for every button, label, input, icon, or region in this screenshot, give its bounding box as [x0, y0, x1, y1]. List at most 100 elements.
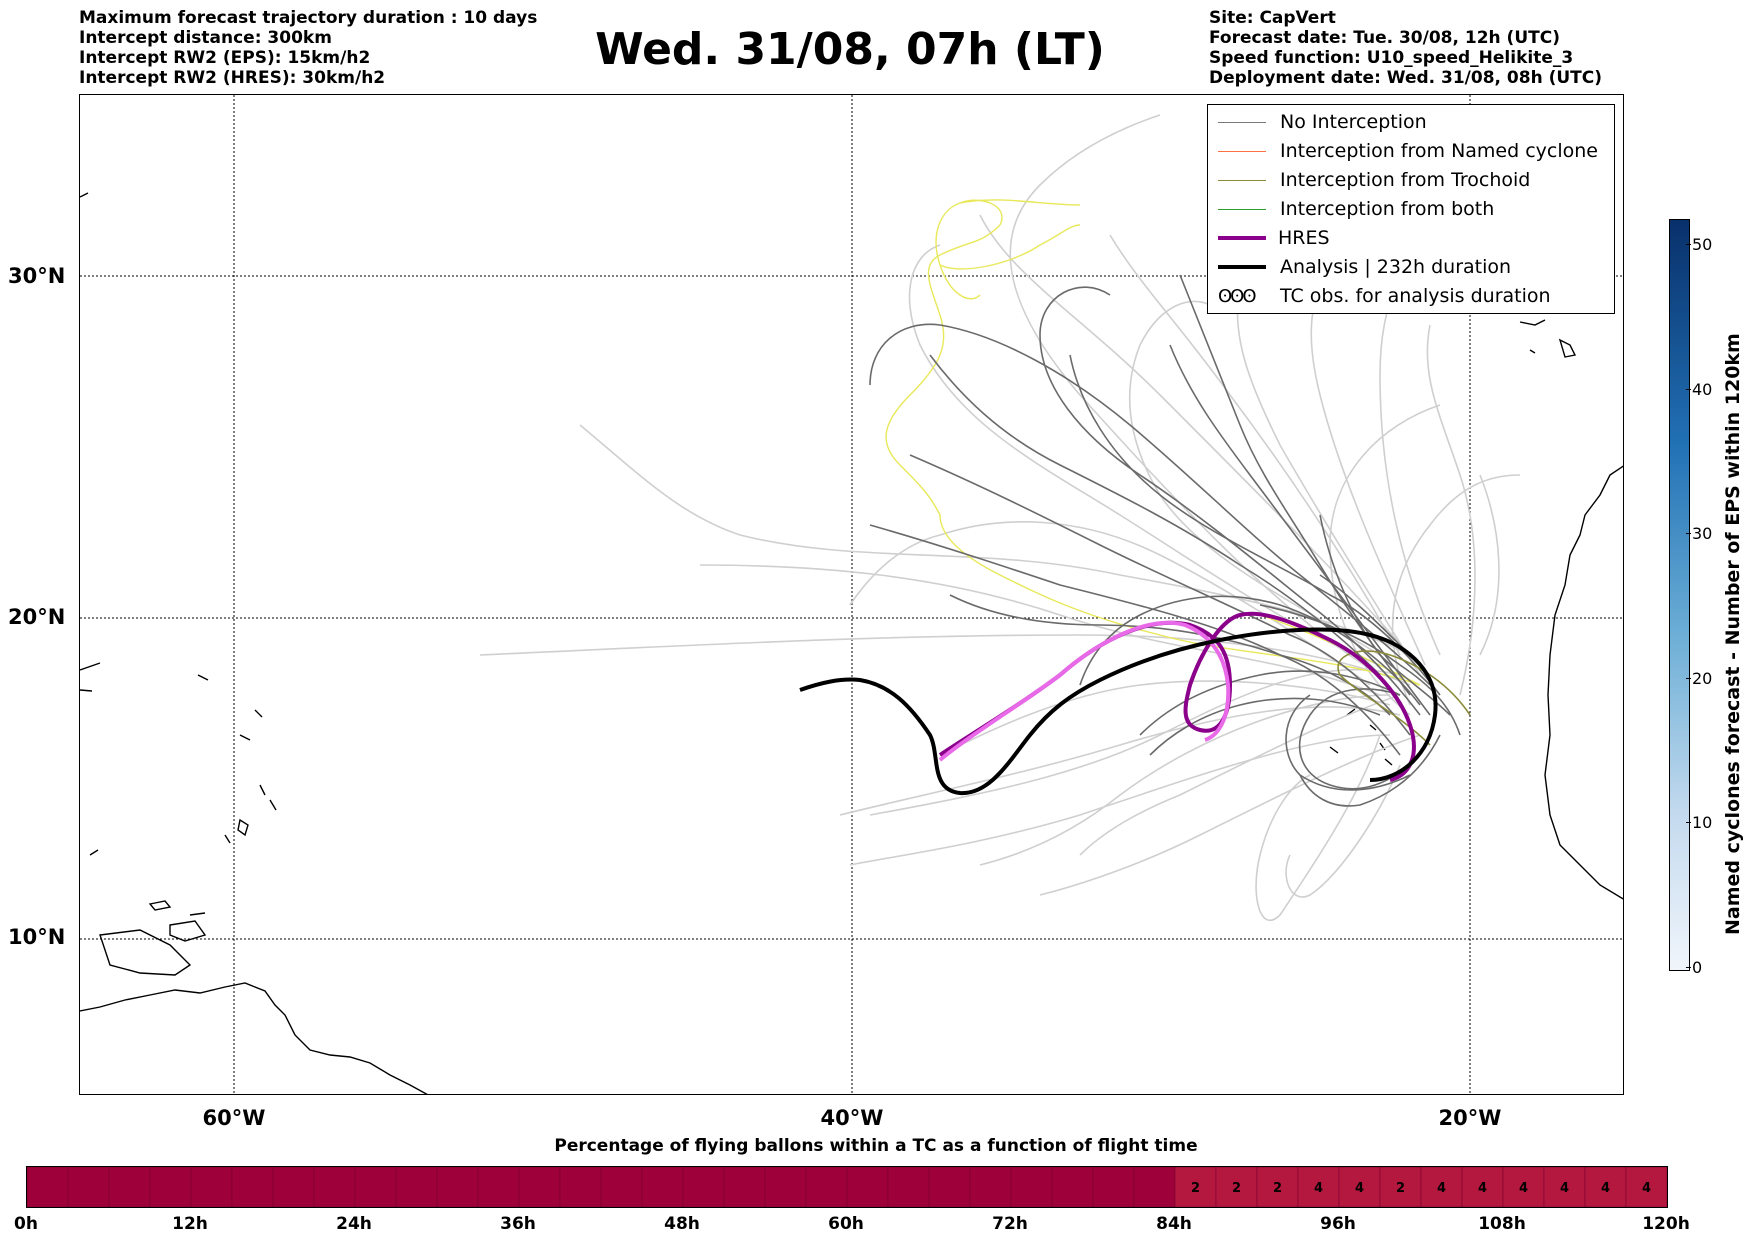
bottom-bar-cell-value: 4 — [1519, 1181, 1528, 1196]
bottom-bar-cell-value: 4 — [1601, 1181, 1610, 1196]
lon-label-40w: 40°W — [820, 1106, 884, 1130]
map-legend: No Interception Interception from Named … — [1207, 104, 1615, 314]
legend-label: Analysis | 232h duration — [1280, 256, 1512, 278]
bottom-bar-cell — [1051, 1166, 1094, 1208]
bottom-bar-cell — [1584, 1166, 1627, 1208]
eps-trajectories-light — [479, 114, 1521, 922]
legend-label: HRES — [1278, 227, 1330, 249]
bottom-bar-cell-value: 2 — [1273, 1181, 1282, 1196]
bottom-bar-title: Percentage of flying ballons within a TC… — [554, 1136, 1198, 1156]
colorbar-tick-40: 40 — [1685, 380, 1713, 399]
bottom-bar-cell — [149, 1166, 192, 1208]
bottom-bar-cell — [1215, 1166, 1258, 1208]
bottom-bar-tick: 12h — [172, 1214, 208, 1234]
header-site: Site: CapVert — [1209, 8, 1336, 28]
legend-label: Interception from Trochoid — [1280, 169, 1531, 191]
bottom-bar-tick: 96h — [1320, 1214, 1356, 1234]
header-speed-function: Speed function: U10_speed_Helikite_3 — [1209, 48, 1574, 68]
bottom-bar-cell-value: 4 — [1478, 1181, 1487, 1196]
bottom-bar-cell-value: 4 — [1560, 1181, 1569, 1196]
bottom-bar-cell — [1010, 1166, 1053, 1208]
coast-africa — [1544, 465, 1623, 900]
bottom-bar-cell-value: 4 — [1437, 1181, 1446, 1196]
bottom-bar-cell — [805, 1166, 848, 1208]
legend-label: TC obs. for analysis duration — [1280, 285, 1551, 307]
header-deployment-date: Deployment date: Wed. 31/08, 08h (UTC) — [1209, 68, 1603, 88]
bottom-bar-tick: 108h — [1478, 1214, 1526, 1234]
bottom-bar-cell — [846, 1166, 889, 1208]
bottom-bar-cell — [354, 1166, 397, 1208]
legend-item-analysis: Analysis | 232h duration — [1218, 254, 1511, 280]
bottom-bar-cell — [1420, 1166, 1463, 1208]
coast-small-island-1 — [148, 900, 172, 911]
colorbar-tick-10: 10 — [1685, 813, 1713, 832]
bottom-bar-cell-value: 4 — [1355, 1181, 1364, 1196]
bottom-bar-cell-value: 2 — [1191, 1181, 1200, 1196]
analysis-track — [799, 627, 1438, 796]
legend-label: Interception from Named cyclone — [1280, 140, 1598, 162]
legend-item-tc-obs: ʘʘʘ TC obs. for analysis duration — [1218, 283, 1551, 309]
lat-label-30n: 30°N — [8, 264, 66, 288]
coast-small-island-2 — [237, 818, 249, 837]
page-title: Wed. 31/08, 07h (LT) — [595, 24, 1105, 75]
eps-trajectories-dark — [869, 274, 1461, 807]
trochoid-interception-track — [1337, 650, 1471, 746]
bottom-bar-cell — [559, 1166, 602, 1208]
bottom-bar-tick: 120h — [1642, 1214, 1690, 1234]
legend-item-hres: HRES — [1218, 225, 1330, 251]
header-intercept-eps: Intercept RW2 (EPS): 15km/h2 — [79, 48, 371, 68]
graticule — [80, 95, 1623, 1094]
lon-label-60w: 60°W — [202, 1106, 266, 1130]
legend-swatch — [1218, 265, 1266, 269]
coast-small-island-3 — [80, 192, 89, 198]
colorbar-label: Named cyclones forecast - Number of EPS … — [1722, 333, 1744, 935]
legend-label: No Interception — [1280, 111, 1427, 133]
coast-venezuela — [99, 929, 192, 976]
bottom-bar-cell-value: 4 — [1642, 1181, 1651, 1196]
bottom-bar-cell — [67, 1166, 110, 1208]
colorbar-tick-50: 50 — [1685, 235, 1713, 254]
colorbar — [1669, 219, 1690, 971]
coast-caribbean-islands — [80, 662, 277, 916]
bottom-bar-cell — [1133, 1166, 1176, 1208]
bottom-bar-tick: 36h — [500, 1214, 536, 1234]
legend-swatch — [1218, 208, 1266, 210]
bottom-bar-cell — [764, 1166, 807, 1208]
bottom-bar-cell — [1174, 1166, 1217, 1208]
bottom-bar-cell — [26, 1166, 69, 1208]
bottom-bar-cell — [477, 1166, 520, 1208]
map-panel[interactable] — [79, 94, 1624, 1095]
bottom-bar: 2 2 2 4 4 2 4 4 4 4 4 4 — [26, 1166, 1668, 1208]
legend-item-no-interception: No Interception — [1218, 109, 1427, 135]
bottom-bar-cell-value: 2 — [1232, 1181, 1241, 1196]
bottom-bar-tick: 84h — [1156, 1214, 1192, 1234]
bottom-bar-tick: 60h — [828, 1214, 864, 1234]
legend-swatch — [1218, 179, 1266, 181]
coast-south-america — [80, 982, 428, 1094]
coast-trinidad — [169, 920, 207, 942]
bottom-bar-cell — [1297, 1166, 1340, 1208]
bottom-bar-cell — [928, 1166, 971, 1208]
header-forecast-date: Forecast date: Tue. 30/08, 12h (UTC) — [1209, 28, 1560, 48]
bottom-bar-cell — [600, 1166, 643, 1208]
bottom-bar-tick: 72h — [992, 1214, 1028, 1234]
legend-label: Interception from both — [1280, 198, 1495, 220]
lon-label-20w: 20°W — [1438, 1106, 1502, 1130]
hres-track-light — [938, 620, 1231, 762]
header-intercept-distance: Intercept distance: 300km — [79, 28, 332, 48]
bottom-bar-tick: 24h — [336, 1214, 372, 1234]
bottom-bar-cell — [682, 1166, 725, 1208]
bottom-bar-cell — [436, 1166, 479, 1208]
legend-swatch — [1218, 236, 1266, 240]
bottom-bar-cell-value: 4 — [1314, 1181, 1323, 1196]
bottom-bar-svg: 2 2 2 4 4 2 4 4 4 4 4 4 — [26, 1166, 1668, 1208]
header-max-duration: Maximum forecast trajectory duration : 1… — [79, 8, 538, 28]
map-svg — [80, 95, 1623, 1094]
colorbar-tick-20: 20 — [1685, 669, 1713, 688]
legend-swatch — [1218, 150, 1266, 152]
bottom-bar-cell — [190, 1166, 233, 1208]
tc-obs-icon: ʘʘʘ — [1218, 285, 1257, 307]
bottom-bar-cell-value: 2 — [1396, 1181, 1405, 1196]
bottom-bar-cell — [1256, 1166, 1299, 1208]
bottom-bar-cell — [108, 1166, 151, 1208]
